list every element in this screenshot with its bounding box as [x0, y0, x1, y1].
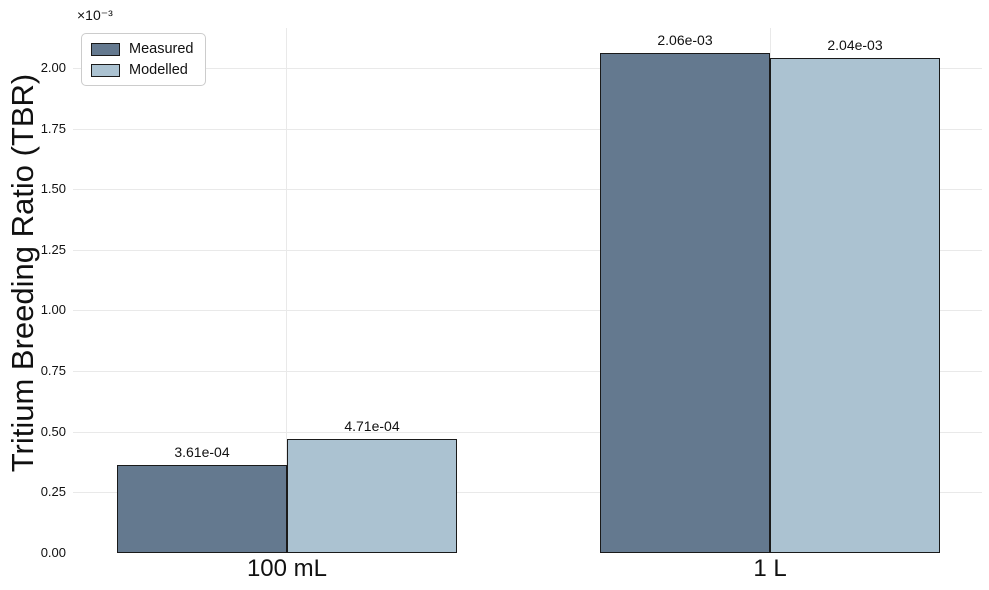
y-tick-label: 1.50: [40, 181, 66, 197]
x-tick-label: 1 L: [753, 555, 787, 582]
gridline-horizontal: [73, 128, 982, 130]
bar-modelled-0: [286, 438, 457, 553]
gridline-vertical: [286, 28, 288, 553]
y-tick-label: 0.25: [40, 484, 66, 500]
gridline-horizontal: [73, 249, 982, 251]
bar-value-label: 2.04e-03: [827, 37, 883, 54]
legend: Measured Modelled: [81, 33, 207, 86]
y-tick-label: 2.00: [40, 59, 66, 75]
gridline-horizontal: [73, 189, 982, 191]
gridline-horizontal: [73, 492, 982, 494]
y-tick-label: 0.00: [40, 545, 66, 560]
bar-value-label: 2.06e-03: [657, 32, 713, 49]
gridline-horizontal: [73, 371, 982, 373]
legend-swatch-modelled: [91, 63, 120, 77]
legend-label: Modelled: [129, 62, 188, 78]
y-tick-label: 1.75: [40, 120, 66, 136]
plot-area: 3.61e-04 2.06e-03 4.71e-04 2.04e-03 Measure…: [73, 28, 982, 553]
y-axis-offset: ×10⁻³: [77, 7, 113, 23]
bar-modelled-1: [770, 58, 940, 553]
bar-value-label: 3.61e-04: [174, 444, 230, 461]
x-tick-label: 100 mL: [246, 555, 328, 582]
y-tick-label: 1.25: [40, 241, 66, 257]
legend-swatch-measured: [91, 42, 120, 56]
bar-measured-0: [116, 465, 287, 553]
bar-measured-1: [600, 53, 770, 553]
legend-item-measured: Measured: [91, 41, 193, 57]
gridline-horizontal: [73, 310, 982, 312]
y-tick-label: 0.50: [40, 423, 66, 439]
bars-layer: 3.61e-04 2.06e-03 4.71e-04 2.04e-03: [73, 28, 982, 553]
gridline-horizontal: [73, 431, 982, 433]
legend-item-modelled: Modelled: [91, 62, 193, 78]
y-tick-label: 0.75: [40, 363, 66, 379]
legend-label: Measured: [129, 41, 194, 57]
gridline-horizontal: [73, 67, 982, 69]
bar-value-label: 4.71e-04: [344, 417, 400, 434]
y-tick-label: 1.00: [40, 302, 66, 318]
